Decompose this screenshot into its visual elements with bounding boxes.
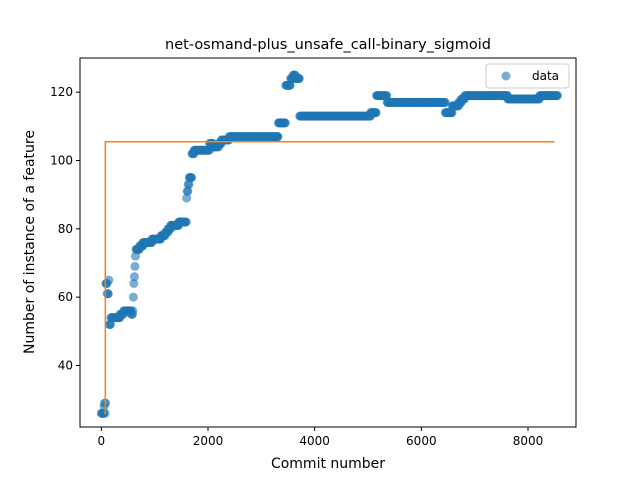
data-marks xyxy=(96,70,562,418)
plot-area xyxy=(96,70,562,418)
data-point xyxy=(183,186,193,196)
data-point xyxy=(294,74,304,83)
x-axis-label: Commit number xyxy=(271,456,385,472)
fit-line xyxy=(104,140,555,415)
data-point xyxy=(129,279,139,288)
y-axis-label: Number of instance of a feature xyxy=(22,130,38,354)
data-point xyxy=(128,292,138,302)
data-point xyxy=(129,272,139,282)
data-point xyxy=(447,108,457,118)
data-point xyxy=(130,261,140,271)
chart-title: net-osmand-plus_unsafe_call-binary_sigmo… xyxy=(165,37,491,53)
data-point xyxy=(187,173,197,183)
data-point xyxy=(105,320,115,329)
x-tick-label-0: 0 xyxy=(98,434,106,448)
legend: data xyxy=(485,63,570,89)
data-point xyxy=(181,217,191,227)
data-point xyxy=(184,179,194,189)
legend-marker-data xyxy=(501,71,511,81)
x-tick-label-4: 8000 xyxy=(513,434,544,448)
y-tick-label-4: 120 xyxy=(50,85,73,99)
data-point xyxy=(552,91,562,101)
data-point xyxy=(285,80,295,90)
data-point xyxy=(382,91,392,101)
data-point xyxy=(280,118,290,128)
axis-ticks: 0 2000 4000 6000 8000 40 60 80 100 120 xyxy=(50,85,543,448)
data-point xyxy=(104,275,114,285)
data-point xyxy=(128,306,138,316)
y-tick-label-0: 40 xyxy=(58,359,73,373)
data-point xyxy=(182,193,192,203)
data-point xyxy=(371,108,381,118)
legend-label-data: data xyxy=(532,69,559,83)
y-tick-label-2: 80 xyxy=(58,222,73,236)
data-point xyxy=(130,251,140,261)
fit-line-layer xyxy=(104,140,555,415)
x-tick-label-2: 4000 xyxy=(299,434,330,448)
legend-box xyxy=(485,63,570,89)
y-tick-label-3: 100 xyxy=(50,154,73,168)
y-tick-label-1: 60 xyxy=(58,290,73,304)
x-tick-label-3: 6000 xyxy=(406,434,437,448)
data-point xyxy=(440,97,450,107)
data-point xyxy=(273,132,283,142)
plot-frame xyxy=(79,57,577,428)
x-tick-label-1: 2000 xyxy=(193,434,224,448)
